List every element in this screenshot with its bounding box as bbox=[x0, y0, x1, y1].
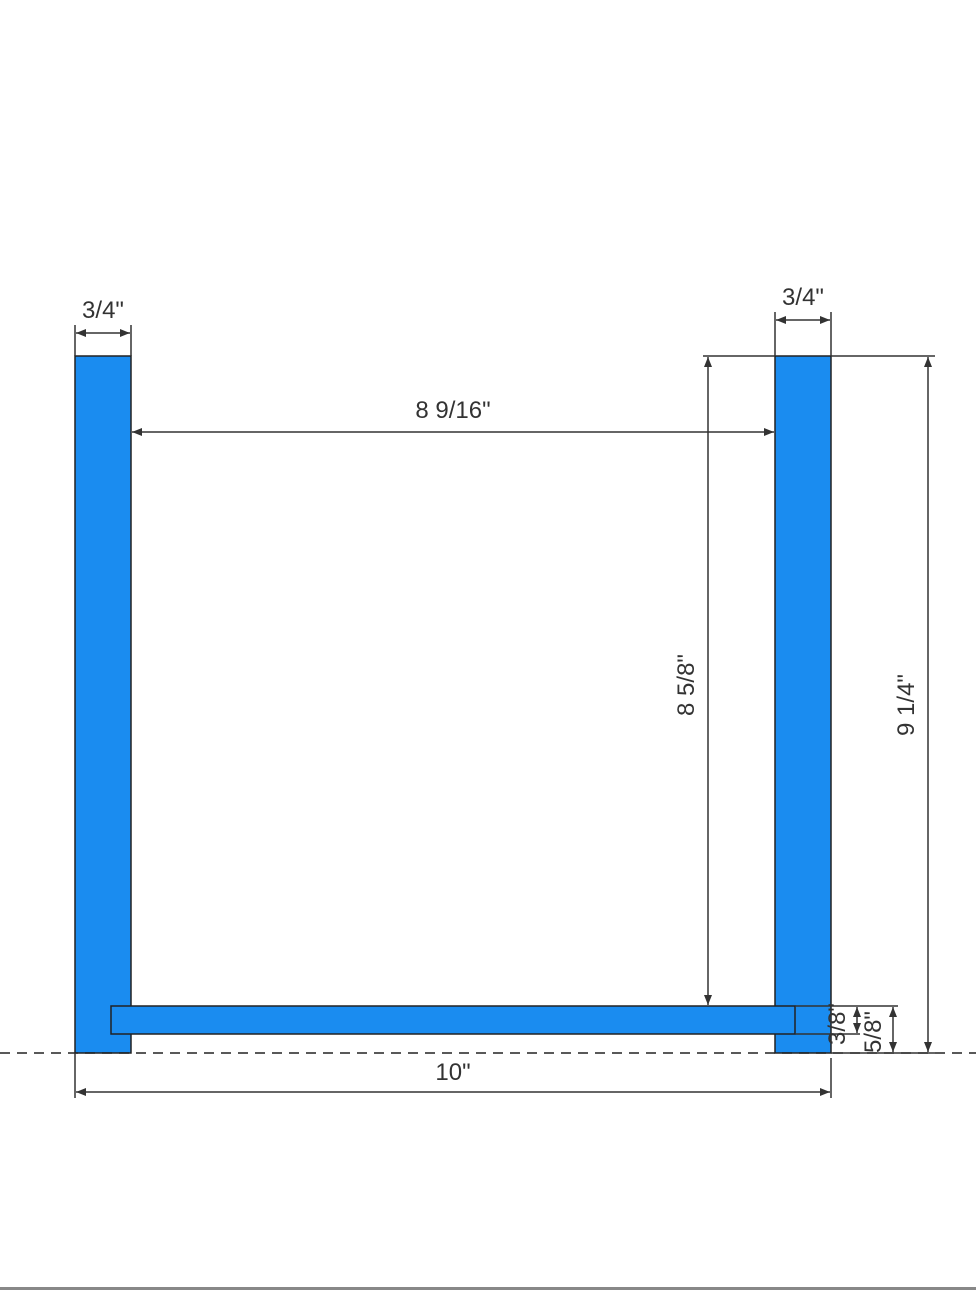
dimension-label: 5/8" bbox=[860, 1011, 887, 1053]
inner-height-dimension: 8 5/8" bbox=[673, 355, 775, 1005]
shelf-height-dimension: 5/8" bbox=[860, 1007, 897, 1053]
right-side-board bbox=[774, 355, 832, 1054]
inner-width-dimension: 8 9/16" bbox=[132, 397, 774, 436]
dimension-label: 10" bbox=[435, 1059, 470, 1086]
left-side-board bbox=[74, 355, 132, 1054]
overall-height-dimension: 9 1/4" bbox=[831, 355, 935, 1054]
shelf-thickness-dimension: 3/8" bbox=[795, 1003, 898, 1045]
right-thickness-dimension: 3/4" bbox=[774, 284, 832, 356]
bottom-shelf-board bbox=[110, 1005, 796, 1035]
dimension-label: 3/4" bbox=[82, 297, 124, 324]
dimension-label: 3/4" bbox=[782, 284, 824, 311]
overall-width-dimension: 10" bbox=[74, 1053, 832, 1098]
dimension-label: 8 9/16" bbox=[415, 397, 490, 424]
bottom-divider bbox=[0, 1287, 976, 1290]
dimension-label: 9 1/4" bbox=[893, 674, 920, 736]
left-thickness-dimension: 3/4" bbox=[74, 297, 132, 356]
dimension-label: 8 5/8" bbox=[673, 654, 700, 716]
dimension-label: 3/8" bbox=[824, 1003, 851, 1045]
